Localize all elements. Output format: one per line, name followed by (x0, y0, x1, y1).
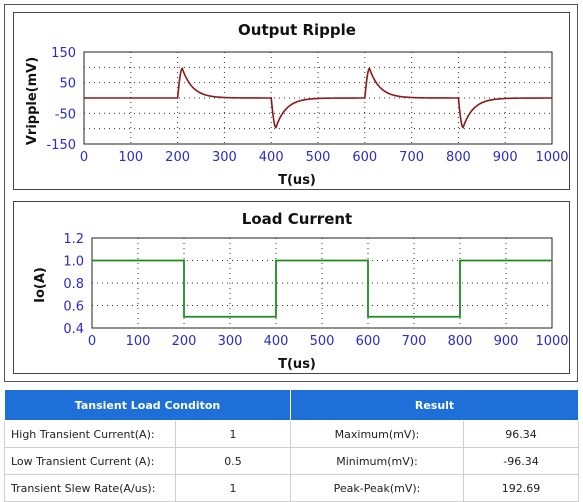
table-row: Transient Slew Rate(A/us): 1 Peak-Peak(m… (4, 474, 580, 502)
x-tick-label: 200 (165, 150, 190, 165)
table-header-row: Tansient Load Conditon Result (3, 389, 580, 421)
chart-title: Load Current (242, 210, 352, 228)
load-current-panel: Load Current 1.2 1.0 0.8 0.6 0.4 0 100 200 300 4… (13, 201, 570, 374)
x-tick-label: 800 (448, 334, 473, 349)
y-tick-label: 50 (59, 77, 76, 92)
result-label: Maximum(mV): (290, 420, 465, 448)
x-tick-label: 1000 (535, 150, 568, 165)
x-tick-label: 0 (88, 334, 96, 349)
row-label: High Transient Current(A): (4, 420, 176, 448)
x-tick-label: 700 (402, 334, 427, 349)
table-row: High Transient Current(A): 1 Maximum(mV)… (4, 420, 580, 448)
chart-title: Output Ripple (238, 21, 356, 39)
result-label: Minimum(mV): (290, 447, 465, 475)
result-value: 96.34 (463, 420, 580, 448)
y-tick-label: 150 (51, 46, 76, 61)
x-tick-label: 500 (310, 334, 335, 349)
x-ticks: 0 100 200 300 400 500 600 700 800 900 1000 (80, 150, 569, 165)
row-value: 0.5 (174, 447, 292, 475)
y-tick-label: -50 (55, 107, 76, 122)
x-tick-label: 300 (212, 150, 237, 165)
x-tick-label: 200 (172, 334, 197, 349)
y-tick-label: 1.0 (63, 255, 84, 270)
output-ripple-chart: Output Ripple 150 50 -50 -150 0 100 200 300 400… (25, 21, 569, 188)
x-axis-label: T(us) (278, 357, 316, 372)
x-ticks: 0 100 200 300 400 500 600 700 800 900 1000 (88, 334, 569, 349)
x-axis-label: T(us) (278, 173, 316, 188)
x-tick-label: 100 (126, 334, 151, 349)
charts-frame: Output Ripple 150 50 -50 -150 0 100 200 300 400… (4, 4, 578, 382)
x-tick-label: 300 (218, 334, 243, 349)
x-tick-label: 700 (399, 150, 424, 165)
x-tick-label: 900 (493, 150, 518, 165)
x-tick-label: 600 (356, 334, 381, 349)
y-axis-label: Io(A) (33, 267, 48, 303)
y-tick-label: 0.8 (63, 277, 84, 292)
x-tick-label: 900 (494, 334, 519, 349)
row-value: 1 (174, 420, 292, 448)
x-tick-label: 1000 (535, 334, 568, 349)
header-transient-load: Tansient Load Conditon (3, 389, 292, 421)
y-tick-label: 0.6 (63, 300, 84, 315)
row-value: 1 (174, 474, 292, 502)
load-series-line (92, 259, 552, 318)
y-ticks: 1.2 1.0 0.8 0.6 0.4 (63, 232, 84, 337)
header-result: Result (290, 389, 580, 421)
x-tick-label: 400 (259, 150, 284, 165)
result-value: -96.34 (463, 447, 580, 475)
grid (91, 237, 553, 329)
ripple-series-line (84, 67, 553, 129)
result-value: 192.69 (463, 474, 580, 502)
x-tick-label: 400 (264, 334, 289, 349)
x-tick-label: 500 (306, 150, 331, 165)
table-row: Low Transient Current (A): 0.5 Minimum(m… (4, 447, 580, 475)
y-axis-label: Vripple(mV) (25, 57, 40, 145)
results-table: Tansient Load Conditon Result High Trans… (3, 389, 580, 502)
y-tick-label: 1.2 (63, 232, 84, 247)
output-ripple-panel: Output Ripple 150 50 -50 -150 0 100 200 300 400… (13, 12, 570, 190)
x-tick-label: 600 (352, 150, 377, 165)
y-ticks: 150 50 -50 -150 (46, 46, 76, 153)
y-tick-label: 0.4 (63, 322, 84, 337)
row-label: Low Transient Current (A): (4, 447, 176, 475)
x-tick-label: 800 (446, 150, 471, 165)
load-current-chart: Load Current 1.2 1.0 0.8 0.6 0.4 0 100 200 300 4… (33, 210, 569, 372)
result-label: Peak-Peak(mV): (290, 474, 465, 502)
y-tick-label: -150 (46, 138, 76, 153)
x-tick-label: 100 (118, 150, 143, 165)
x-tick-label: 0 (80, 150, 88, 165)
row-label: Transient Slew Rate(A/us): (4, 474, 176, 502)
